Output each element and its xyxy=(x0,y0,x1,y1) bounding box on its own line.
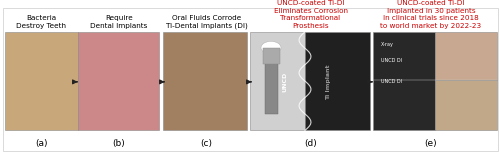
Text: Ti Implant: Ti Implant xyxy=(326,64,332,100)
Text: (e): (e) xyxy=(424,139,438,148)
Bar xyxy=(435,32,496,80)
Ellipse shape xyxy=(261,41,281,54)
Text: Bacteria
Destroy Teeth: Bacteria Destroy Teeth xyxy=(16,15,66,29)
Bar xyxy=(372,32,435,130)
Text: (a): (a) xyxy=(35,139,48,148)
Text: (c): (c) xyxy=(200,139,212,148)
Text: (d): (d) xyxy=(304,139,317,148)
Bar xyxy=(265,59,278,114)
Text: (b): (b) xyxy=(112,139,126,148)
Bar xyxy=(162,32,246,130)
Text: Oral Fluids Corrode
Ti-Dental Implants (DI): Oral Fluids Corrode Ti-Dental Implants (… xyxy=(166,15,248,29)
Text: UNCD-coated Ti-DI
Eliminates Corrosion
Transformational
Prosthesis: UNCD-coated Ti-DI Eliminates Corrosion T… xyxy=(274,0,347,29)
Bar xyxy=(250,32,305,130)
Text: UNCD DI: UNCD DI xyxy=(381,79,402,84)
Bar xyxy=(78,32,159,130)
Text: Require
Dental Implants: Require Dental Implants xyxy=(90,15,148,29)
Text: UNCD: UNCD xyxy=(282,72,288,92)
Bar xyxy=(305,32,370,130)
Text: X-ray: X-ray xyxy=(381,42,394,47)
Bar xyxy=(5,32,78,130)
Text: UNCD-coated Ti-DI
Implanted in 30 patients
In clinical trials since 2018
to worl: UNCD-coated Ti-DI Implanted in 30 patien… xyxy=(380,0,482,29)
Bar xyxy=(435,80,496,130)
Text: UNCD DI: UNCD DI xyxy=(381,58,402,63)
Bar xyxy=(262,48,280,64)
